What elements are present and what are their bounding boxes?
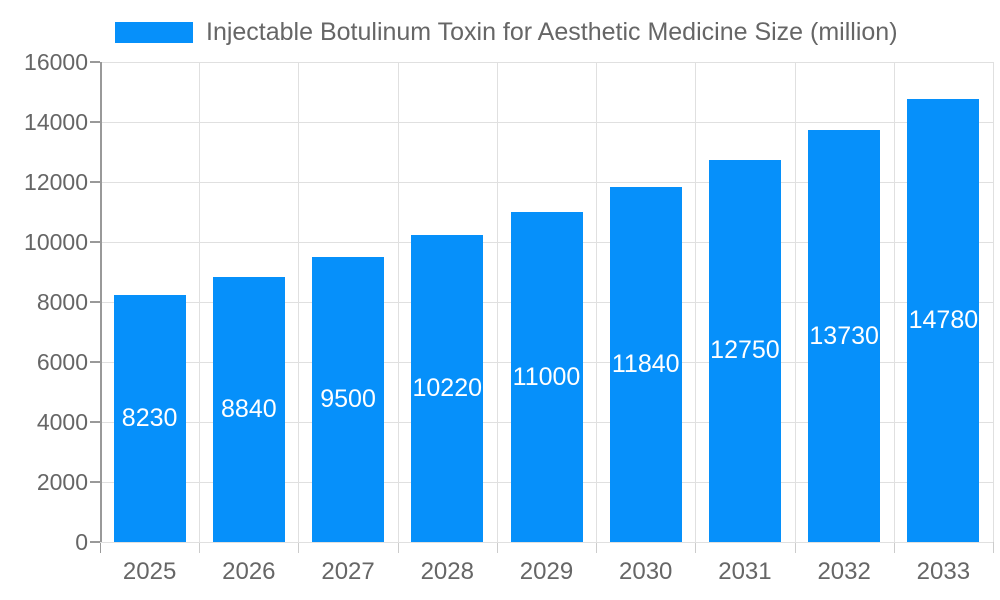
y-tick	[90, 121, 100, 123]
bar[interactable]: 12750	[708, 159, 781, 542]
y-axis-label: 0	[75, 529, 88, 555]
y-axis-label: 12000	[24, 169, 88, 195]
x-axis-label: 2030	[619, 558, 673, 585]
y-tick	[90, 61, 100, 63]
x-tick	[993, 542, 994, 553]
x-tick	[596, 542, 598, 553]
bar-value-label: 14780	[908, 305, 979, 334]
y-axis-label: 8000	[36, 289, 88, 315]
bar[interactable]: 8840	[212, 276, 285, 542]
legend-label: Injectable Botulinum Toxin for Aesthetic…	[206, 18, 898, 46]
y-axis-label: 6000	[36, 349, 88, 375]
x-axis-label: 2029	[519, 558, 574, 585]
x-gridline	[794, 62, 796, 542]
y-tick	[90, 181, 100, 183]
bar-value-label: 10220	[412, 374, 483, 403]
x-axis-label: 2032	[817, 558, 871, 585]
x-tick	[199, 542, 201, 553]
legend-item[interactable]: Injectable Botulinum Toxin for Aesthetic…	[115, 18, 898, 46]
y-axis-line	[100, 62, 102, 542]
bar-value-label: 13730	[809, 321, 879, 350]
x-gridline	[496, 62, 498, 542]
x-axis-label: 2028	[420, 558, 474, 585]
x-gridline	[893, 62, 895, 542]
y-tick	[90, 421, 100, 423]
y-tick	[90, 241, 100, 243]
x-tick	[496, 542, 498, 553]
y-axis-label: 14000	[24, 109, 88, 135]
bar[interactable]: 13730	[808, 130, 881, 542]
y-axis-label: 2000	[36, 469, 88, 495]
x-gridline	[993, 62, 994, 542]
legend-swatch	[115, 21, 193, 43]
y-gridline	[100, 182, 993, 183]
x-gridline	[695, 62, 697, 542]
bar-value-label: 11000	[512, 362, 581, 391]
bar-value-label: 8230	[121, 404, 178, 433]
x-gridline	[199, 62, 201, 542]
bar-value-label: 8840	[221, 394, 277, 423]
bar[interactable]: 11840	[609, 186, 682, 542]
bar-value-label: 11840	[611, 349, 680, 378]
bar[interactable]: 10220	[411, 235, 484, 542]
bar[interactable]: 9500	[312, 257, 385, 542]
x-axis-label: 2031	[718, 558, 772, 585]
y-tick	[90, 481, 100, 483]
y-gridline	[100, 122, 993, 123]
x-axis-label: 2025	[122, 558, 177, 585]
y-axis-label: 16000	[24, 49, 88, 75]
x-tick	[695, 542, 697, 553]
x-tick	[100, 542, 101, 553]
y-axis-label: 10000	[24, 229, 88, 255]
x-gridline	[298, 62, 300, 542]
x-tick	[397, 542, 399, 553]
bar[interactable]: 14780	[907, 98, 980, 542]
bar[interactable]: 8230	[113, 295, 186, 542]
bar-value-label: 12750	[710, 336, 780, 365]
y-gridline	[100, 62, 993, 63]
x-gridline	[397, 62, 399, 542]
x-gridline	[596, 62, 598, 542]
y-tick	[90, 361, 100, 363]
bar[interactable]: 11000	[510, 212, 583, 542]
x-tick	[794, 542, 796, 553]
bar-value-label: 9500	[320, 385, 376, 413]
y-tick	[90, 301, 100, 303]
x-axis-label: 2027	[321, 558, 375, 585]
x-axis-line	[100, 542, 993, 543]
x-tick	[893, 542, 895, 553]
y-tick	[90, 541, 100, 543]
x-axis-label: 2033	[916, 558, 971, 585]
y-axis-label: 4000	[36, 409, 88, 435]
x-axis-label: 2026	[222, 558, 276, 585]
x-tick	[298, 542, 300, 553]
